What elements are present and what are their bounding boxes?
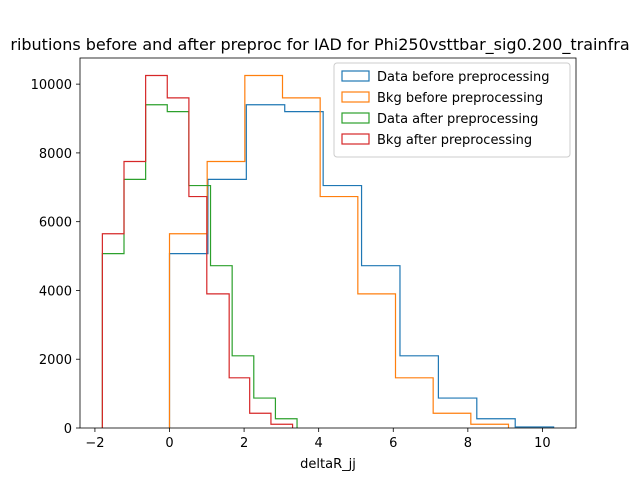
x-tick-label-2: 2 [240, 436, 248, 451]
legend-label-0: Data before preprocessing [377, 70, 550, 85]
x-tick-label-5: 8 [464, 436, 472, 451]
legend-swatch-1 [341, 91, 370, 103]
plot-area [101, 74, 555, 428]
x-axis: −2 0 2 4 6 8 10 [85, 428, 551, 451]
x-axis-label: deltaR_jj [300, 457, 356, 472]
x-tick-label-3: 4 [315, 436, 323, 451]
y-tick-label-3: 6000 [39, 216, 72, 231]
series-step-line-3 [101, 74, 294, 428]
y-tick-label-1: 2000 [39, 353, 72, 368]
series-step-line-2 [101, 104, 298, 428]
legend: Data before preprocessing Bkg before prep… [333, 62, 571, 158]
series-step-line-1 [168, 74, 510, 428]
legend-box [333, 62, 571, 158]
legend-swatch-0 [341, 70, 370, 82]
axes-frame [79, 57, 577, 429]
series-step-line-0 [168, 104, 555, 428]
x-tick-label-6: 10 [534, 436, 551, 451]
x-tick-label-0: −2 [85, 436, 104, 451]
y-tick-label-2: 4000 [39, 284, 72, 299]
x-tick-label-4: 6 [389, 436, 397, 451]
y-axis: 0 2000 4000 6000 8000 10000 [31, 78, 80, 437]
y-tick-label-4: 8000 [39, 147, 72, 162]
legend-swatch-3 [341, 133, 370, 145]
y-tick-label-0: 0 [64, 422, 72, 437]
x-tick-label-1: 0 [165, 436, 173, 451]
legend-swatch-2 [341, 112, 370, 124]
legend-label-1: Bkg before preprocessing [377, 91, 543, 106]
legend-label-3: Bkg after preprocessing [377, 133, 532, 148]
legend-label-2: Data after preprocessing [377, 112, 538, 127]
y-tick-label-5: 10000 [31, 78, 72, 93]
chart-title: ributions before and after preproc for I… [10, 35, 629, 55]
